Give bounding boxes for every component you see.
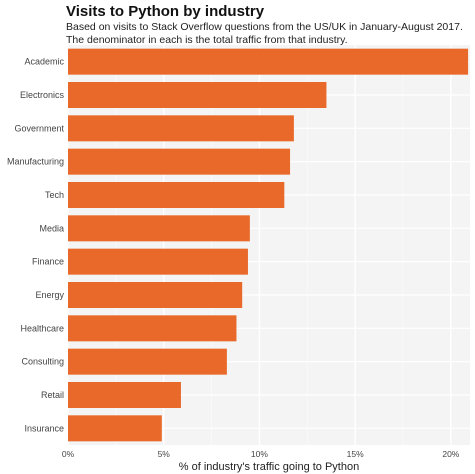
- bar-consulting: [68, 348, 227, 375]
- x-tick-label: 0%: [62, 449, 75, 459]
- bar-insurance: [68, 415, 162, 442]
- bar-government: [68, 115, 294, 142]
- x-tick-label: 20%: [442, 449, 459, 459]
- category-label: Retail: [41, 390, 64, 400]
- bar-academic: [68, 48, 469, 75]
- bar-retail: [68, 382, 181, 408]
- chart-subtitle: Based on visits to Stack Overflow questi…: [66, 21, 463, 47]
- x-tick-label: 10%: [251, 449, 268, 459]
- chart-title: Visits to Python by industry: [66, 3, 265, 20]
- bar-tech: [68, 182, 285, 208]
- category-label: Consulting: [21, 357, 64, 367]
- category-label: Electronics: [20, 90, 65, 100]
- category-label: Government: [14, 123, 64, 133]
- category-label: Tech: [45, 190, 64, 200]
- subtitle-line-2: The denominator in each is the total tra…: [66, 34, 348, 46]
- bar-finance: [68, 248, 248, 275]
- category-label: Media: [39, 223, 64, 233]
- category-label: Insurance: [24, 423, 64, 433]
- bar-healthcare: [68, 315, 237, 342]
- x-axis-title: % of industry's traffic going to Python: [179, 461, 359, 473]
- x-tick-label: 5%: [158, 449, 171, 459]
- bar-manufacturing: [68, 148, 291, 175]
- bar-media: [68, 215, 250, 242]
- x-tick-label: 15%: [347, 449, 364, 459]
- category-label: Finance: [32, 257, 64, 267]
- category-label: Academic: [24, 57, 64, 67]
- bar-energy: [68, 282, 243, 308]
- category-label: Healthcare: [20, 323, 64, 333]
- bar-electronics: [68, 82, 327, 108]
- category-label: Energy: [35, 290, 64, 300]
- category-label: Manufacturing: [7, 157, 64, 167]
- subtitle-line-1: Based on visits to Stack Overflow questi…: [66, 21, 463, 33]
